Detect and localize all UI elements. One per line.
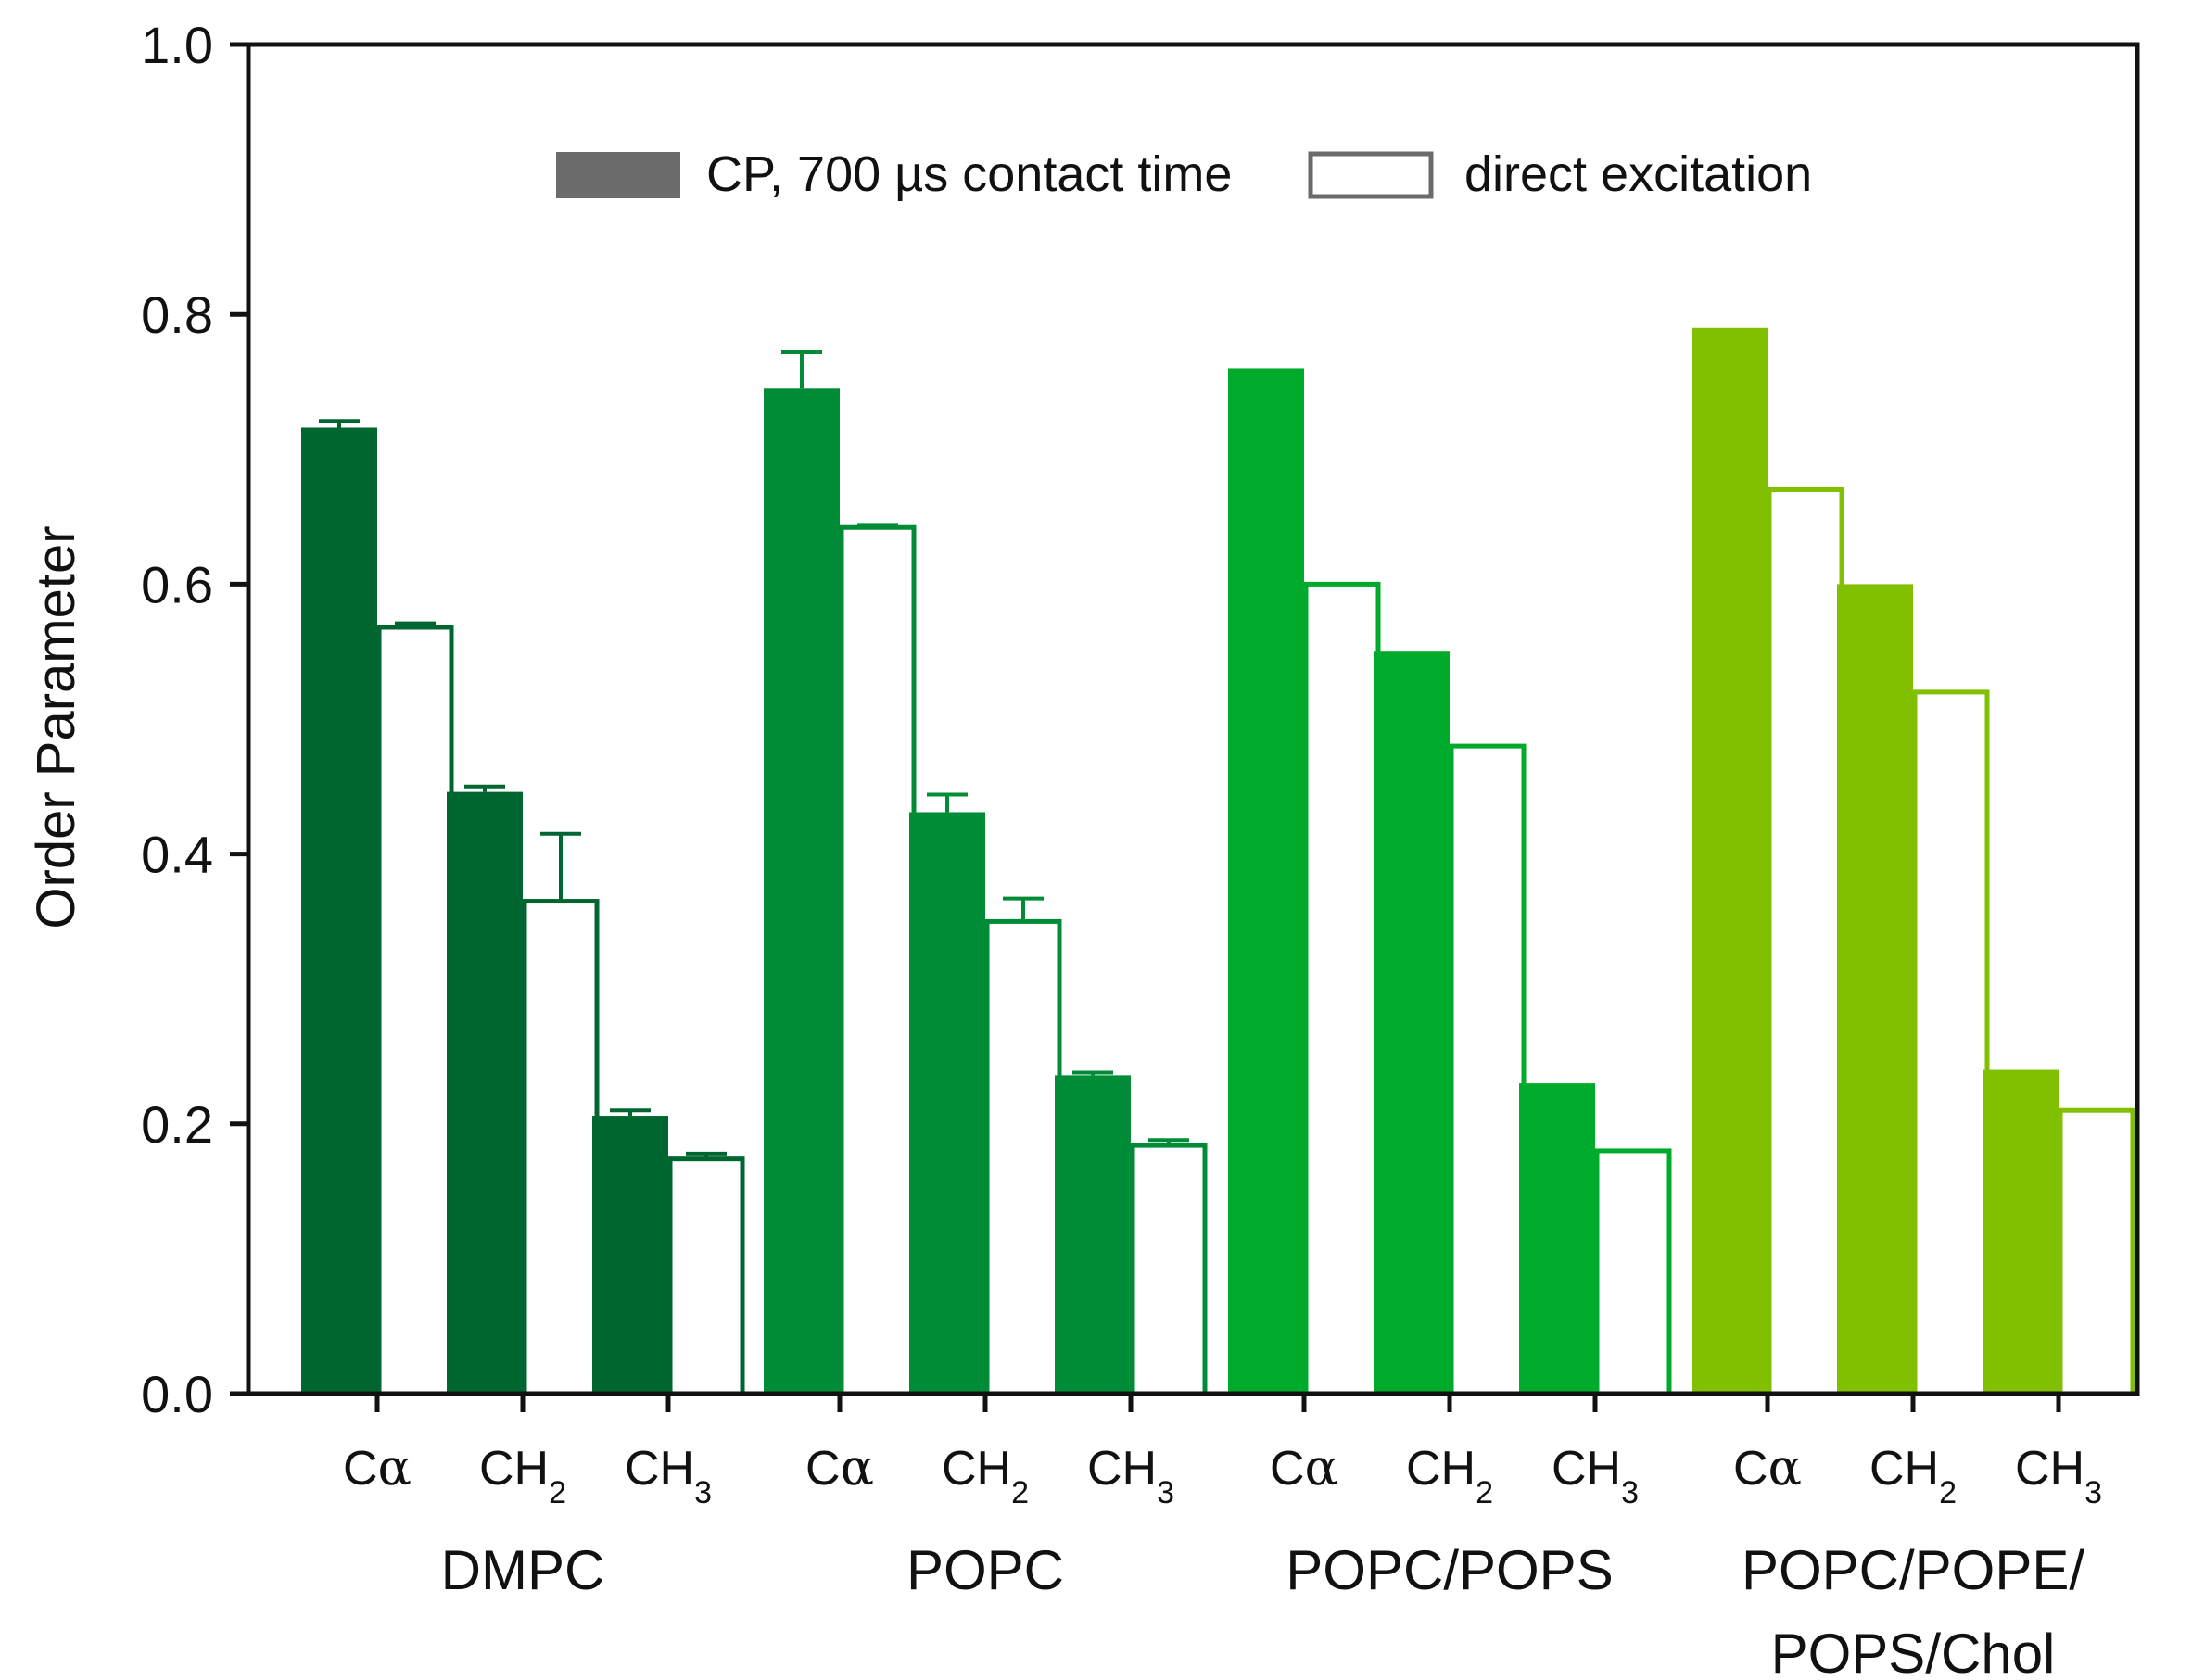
- x-tick-label-base: CH: [1087, 1442, 1157, 1496]
- bar-direct: [2058, 1107, 2135, 1396]
- bar-direct: [1594, 1148, 1672, 1396]
- x-tick-label-greek: α: [1768, 1438, 1802, 1497]
- y-tick-label: 1.0: [141, 16, 213, 74]
- bar-cp: [592, 1116, 668, 1394]
- group-label: POPS/Chol: [1771, 1623, 2056, 1680]
- bar-cp: [1983, 1069, 2059, 1394]
- x-tick-label-greek: α: [378, 1438, 412, 1497]
- group-label: DMPC: [441, 1539, 605, 1601]
- bar-direct: [984, 918, 1062, 1396]
- group-label: POPC/POPS: [1286, 1539, 1613, 1601]
- x-axis-ticks: Cα CH2 CH3 Cα CH2 CH3 Cα CH2 CH3 Cα CH2 CH3: [343, 1394, 2102, 1510]
- x-tick-label-subscript: 2: [1939, 1475, 1957, 1510]
- x-tick-label-base: CH: [625, 1442, 694, 1496]
- bars: [301, 327, 2135, 1396]
- x-tick-label-subscript: 3: [1621, 1475, 1639, 1510]
- bar-cp: [301, 427, 377, 1394]
- bar-direct: [1449, 743, 1527, 1396]
- group-labels: DMPC POPC POPC/POPS POPC/POPE/POPS/Chol: [441, 1539, 2085, 1680]
- legend: CP, 700 µs contact time direct excitation: [556, 146, 1812, 202]
- bar-cp: [1837, 584, 1913, 1394]
- x-tick-label-base: CH: [942, 1442, 1011, 1496]
- x-tick-label-greek: α: [841, 1438, 874, 1497]
- bar-cp: [1519, 1083, 1595, 1394]
- bar-cp: [1374, 651, 1450, 1394]
- x-tick-label: CH3: [1087, 1442, 1174, 1510]
- bar-cp: [1228, 368, 1304, 1395]
- bar-cp: [909, 812, 985, 1394]
- x-tick-label: CH2: [1869, 1442, 1957, 1510]
- x-tick-label-base: C: [343, 1442, 378, 1496]
- x-tick-label-base: C: [1270, 1442, 1305, 1496]
- x-tick-label-subscript: 2: [1476, 1475, 1493, 1510]
- bar-direct: [1912, 689, 1990, 1396]
- plot-frame: [246, 42, 2140, 1396]
- x-tick-label: CH3: [2015, 1442, 2102, 1510]
- legend-swatch-cp: [556, 152, 680, 198]
- y-tick-label: 0.8: [141, 285, 213, 344]
- y-axis-ticks: 0.0 0.2 0.4 0.6 0.8 1.0: [141, 16, 248, 1423]
- error-bars: [319, 349, 1189, 1159]
- x-tick-label-subscript: 2: [549, 1475, 566, 1510]
- x-tick-label-base: C: [805, 1442, 841, 1496]
- bar-direct: [1303, 581, 1381, 1396]
- x-tick-label-base: CH: [479, 1442, 549, 1496]
- x-tick-label: CH3: [1552, 1442, 1639, 1510]
- y-tick-label: 0.6: [141, 555, 213, 613]
- bar-cp: [447, 791, 523, 1394]
- legend-label-cp: CP, 700 µs contact time: [706, 146, 1232, 202]
- group-label: POPC/POPE/: [1742, 1539, 2084, 1601]
- bar-direct: [1130, 1143, 1208, 1396]
- y-axis-label: Order Parameter: [26, 525, 86, 928]
- bar-direct: [376, 625, 454, 1396]
- x-tick-label-base: CH: [2015, 1442, 2084, 1496]
- legend-swatch-direct: [1308, 151, 1434, 199]
- x-tick-label: CH2: [1406, 1442, 1493, 1510]
- x-tick-label-base: CH: [1552, 1442, 1621, 1496]
- x-tick-label: Cα: [1733, 1438, 1802, 1497]
- x-tick-label-greek: α: [1305, 1438, 1338, 1497]
- group-label: POPC: [906, 1539, 1064, 1601]
- x-tick-label-subscript: 3: [2084, 1475, 2102, 1510]
- x-tick-label: Cα: [805, 1438, 874, 1497]
- x-tick-label-subscript: 2: [1011, 1475, 1029, 1510]
- bar-direct: [667, 1156, 745, 1396]
- x-tick-label-base: CH: [1406, 1442, 1476, 1496]
- x-tick-label: CH2: [479, 1442, 566, 1510]
- bar-direct: [839, 524, 917, 1396]
- y-tick-label: 0.4: [141, 826, 213, 884]
- x-tick-label: Cα: [1270, 1438, 1338, 1497]
- bar-cp: [764, 388, 840, 1394]
- legend-label-direct: direct excitation: [1464, 146, 1812, 202]
- x-tick-label-subscript: 3: [1157, 1475, 1174, 1510]
- x-tick-label: CH2: [942, 1442, 1029, 1510]
- y-tick-label: 0.0: [141, 1365, 213, 1423]
- x-tick-label-base: C: [1733, 1442, 1768, 1496]
- bar-cp: [1692, 327, 1768, 1394]
- bar-cp: [1055, 1075, 1131, 1394]
- y-tick-label: 0.2: [141, 1095, 213, 1154]
- x-tick-label-base: CH: [1869, 1442, 1939, 1496]
- bar-direct: [1767, 486, 1844, 1396]
- x-tick-label: Cα: [343, 1438, 412, 1497]
- x-tick-label-subscript: 3: [694, 1475, 712, 1510]
- bar-direct: [522, 899, 600, 1396]
- x-tick-label: CH3: [625, 1442, 712, 1510]
